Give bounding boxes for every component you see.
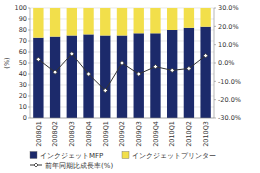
y-tick-label: 20 xyxy=(19,92,27,100)
bar xyxy=(200,8,210,27)
bar xyxy=(67,36,77,119)
y2-tick-label: -10.0% xyxy=(218,78,241,86)
bar xyxy=(200,27,210,118)
bar xyxy=(83,34,93,118)
y-tick-label: 60 xyxy=(19,48,27,56)
y-tick-label: 80 xyxy=(19,26,27,34)
x-tick-label: 2008Q4 xyxy=(85,121,93,147)
x-tick-label: 2009Q4 xyxy=(152,121,160,147)
marker xyxy=(153,64,157,68)
y-tick-label: 90 xyxy=(19,15,27,23)
bar xyxy=(83,8,93,34)
y-tick-label: 50 xyxy=(19,59,27,67)
x-tick-label: 2010Q3 xyxy=(202,121,210,147)
x-tick-label: 2008Q3 xyxy=(68,121,76,147)
marker xyxy=(70,52,74,56)
legend-label: インクジェットMFP xyxy=(40,152,103,160)
marker xyxy=(53,70,57,74)
legend-symbol xyxy=(122,152,129,159)
x-tick-label: 2010Q1 xyxy=(168,121,176,147)
y2-tick-label: 30.0% xyxy=(218,4,239,12)
bar xyxy=(117,36,127,119)
marker xyxy=(187,66,191,70)
bar xyxy=(134,33,144,118)
chart: 0 10 20 30 40 50 60 70 80 90 100 -30.0% -20.0% -10.0%… xyxy=(0,0,260,173)
y-tick-label: 10 xyxy=(19,103,27,111)
bar xyxy=(134,8,144,33)
x-tick-label: 2008Q2 xyxy=(51,121,59,147)
y-tick-label: 30 xyxy=(19,81,27,89)
legend-symbol xyxy=(34,163,38,167)
y-tick-label: 40 xyxy=(19,70,27,78)
marker xyxy=(170,68,174,72)
bar xyxy=(67,8,77,36)
bar xyxy=(50,8,60,37)
x-tick-label: 2009Q3 xyxy=(135,121,143,147)
bar xyxy=(167,8,177,30)
bar xyxy=(33,8,43,38)
axis-line xyxy=(30,118,214,119)
y2-tick-label: -20.0% xyxy=(218,96,241,104)
bar xyxy=(100,36,110,119)
x-tick-label: 2009Q2 xyxy=(118,121,126,147)
legend-symbol xyxy=(30,152,37,159)
bar xyxy=(117,8,127,36)
bar xyxy=(184,8,194,28)
y2-tick-label: 10.0% xyxy=(218,41,239,49)
y2-tick-label: 0.0% xyxy=(218,59,235,67)
line xyxy=(38,54,205,91)
y-tick-label: 0 xyxy=(23,114,27,122)
bar xyxy=(100,8,110,36)
axis-line xyxy=(214,8,215,118)
y2-tick-label: 20.0% xyxy=(218,23,239,31)
y2-tick-label: -30.0% xyxy=(218,114,241,122)
bar xyxy=(184,28,194,118)
bar xyxy=(33,38,43,118)
legend-label: 前年同期比成長率(%) xyxy=(45,162,113,170)
x-tick-label: 2008Q1 xyxy=(35,121,43,147)
marker xyxy=(86,72,90,76)
x-tick-label: 2010Q2 xyxy=(185,121,193,147)
bar xyxy=(150,8,160,33)
marker xyxy=(137,72,141,76)
bar xyxy=(50,37,60,118)
marker xyxy=(36,57,40,61)
marker xyxy=(203,53,207,57)
y-tick-label: 100 xyxy=(15,4,27,12)
marker xyxy=(103,88,107,92)
y-tick-label: 70 xyxy=(19,37,27,45)
y-axis-label: (%) xyxy=(3,57,11,68)
legend-label: インクジェットプリンター xyxy=(132,152,216,160)
axis-line xyxy=(30,8,31,118)
bar xyxy=(150,33,160,118)
plot-area xyxy=(33,8,211,118)
x-tick-label: 2009Q1 xyxy=(102,121,110,147)
marker xyxy=(120,61,124,65)
bar xyxy=(167,30,177,118)
